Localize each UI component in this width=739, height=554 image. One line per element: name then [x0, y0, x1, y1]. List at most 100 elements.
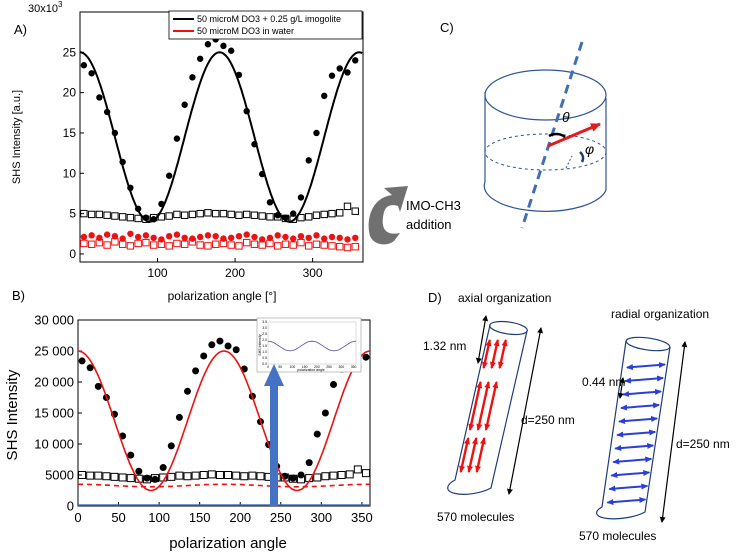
theta-arc — [548, 132, 566, 139]
data-point-square — [235, 242, 243, 250]
data-point-square — [87, 240, 96, 248]
inset-frame — [256, 317, 362, 373]
data-point-square — [211, 240, 220, 248]
data-point-square — [126, 213, 135, 222]
panel-b-x-ticks: 0 50 100 150 200 250 300 350 — [74, 502, 373, 525]
data-point — [212, 232, 219, 240]
data-point-square — [165, 242, 173, 250]
data-point — [227, 47, 235, 54]
data-point-square — [87, 210, 96, 219]
axial-molecule-arrow — [497, 339, 508, 369]
data-point — [150, 234, 157, 242]
data-point-square — [157, 240, 166, 248]
data-point — [88, 232, 95, 239]
inset-curve: 0.0 0.5 1.0 1.5 2.0 2.5 3.0 3.5 0 50 100 150 200 250 3… — [262, 320, 356, 369]
panel-a-y-axis-label: SHS Intensity [a.u.] — [11, 90, 23, 184]
data-point-square — [343, 202, 352, 211]
data-point-square — [328, 209, 336, 218]
data-point-square — [215, 471, 224, 479]
radial-molecule-arrow — [610, 469, 651, 479]
panel-a-x-ticks: 100 200 300 — [148, 258, 323, 280]
y-tick-label: 25 — [63, 45, 77, 59]
dipole-vector-arrow-icon — [547, 122, 601, 148]
panel-c: C) θ φ — [440, 20, 607, 229]
data-point-square — [211, 209, 220, 218]
data-point — [313, 129, 320, 137]
data-point — [165, 172, 173, 179]
data-point — [173, 231, 181, 238]
data-point-square — [353, 465, 362, 474]
data-point — [243, 231, 250, 238]
panel-a: A) 0 5 10 15 20 25 100 200 300 30x103 SHS Inten… — [11, 0, 364, 303]
data-point — [282, 233, 289, 241]
data-point-square — [289, 241, 297, 249]
data-point-square — [242, 238, 251, 247]
data-point-square — [167, 472, 176, 481]
data-point — [181, 101, 188, 108]
inset-x-tick: 300 — [338, 365, 344, 369]
data-point-square — [126, 242, 135, 250]
data-point — [142, 232, 150, 239]
data-point — [321, 92, 328, 100]
data-point-square — [328, 242, 336, 250]
data-point-square — [173, 210, 181, 219]
y-tick-label: 5 — [69, 207, 76, 221]
data-point-square — [180, 211, 189, 219]
radial-molecule-arrow — [614, 442, 655, 452]
x-tick-label: 200 — [225, 266, 245, 280]
x-tick-label: 300 — [310, 510, 332, 525]
data-point — [251, 233, 258, 241]
data-point-square — [111, 212, 119, 220]
y-tick-label: 15 — [63, 126, 77, 140]
data-point — [181, 234, 188, 242]
data-point — [103, 231, 111, 238]
panel-b-inset: 0.0 0.5 1.0 1.5 2.0 2.5 3.0 3.5 0 50 100 150 200 250 3… — [256, 317, 362, 373]
data-point-square — [351, 207, 359, 215]
radial-title: radial organization — [611, 307, 709, 321]
data-point — [80, 62, 88, 69]
axial-spacing-label: 1.32 nm — [423, 339, 466, 353]
data-point — [344, 236, 351, 243]
data-point-square — [288, 474, 297, 483]
data-point-square — [258, 212, 266, 220]
data-point — [224, 342, 232, 350]
data-point — [127, 230, 134, 237]
cylinder-diagram: θ φ — [483, 41, 607, 229]
axial-count-label: 570 molecules — [437, 510, 514, 524]
data-point-square — [235, 211, 243, 219]
annotation-line-2: addition — [406, 217, 452, 232]
inset-line — [267, 340, 357, 352]
data-point-square — [274, 213, 282, 221]
data-point — [352, 234, 359, 242]
data-point — [290, 235, 297, 242]
data-point — [96, 94, 103, 101]
x-tick-label: 100 — [148, 510, 170, 525]
data-point — [143, 474, 151, 482]
data-point — [289, 474, 297, 482]
x-tick-label: 300 — [303, 266, 323, 280]
data-point — [328, 233, 336, 241]
data-point — [135, 467, 143, 475]
data-point-square — [337, 471, 346, 479]
inset-axes — [267, 321, 357, 365]
data-point-square — [103, 241, 111, 249]
axial-title: axial organization — [458, 291, 551, 305]
data-point — [352, 57, 359, 64]
data-point — [127, 451, 135, 459]
data-point — [313, 232, 320, 239]
axial-molecule-arrow — [475, 437, 486, 473]
data-point — [158, 236, 165, 243]
data-point-square — [134, 239, 142, 248]
data-point-square — [232, 471, 241, 480]
y-tick-label: 15 000 — [34, 405, 74, 420]
fit-curve — [79, 51, 363, 223]
data-point-square — [242, 210, 251, 219]
radial-spacing-marker — [617, 377, 626, 399]
axial-molecule-arrows — [459, 339, 508, 473]
data-point — [216, 337, 224, 345]
data-point — [96, 234, 103, 242]
legend-entry-water: 50 microM DO3 in water — [197, 26, 294, 36]
data-point — [290, 210, 297, 217]
axial-cylinder — [447, 320, 528, 495]
